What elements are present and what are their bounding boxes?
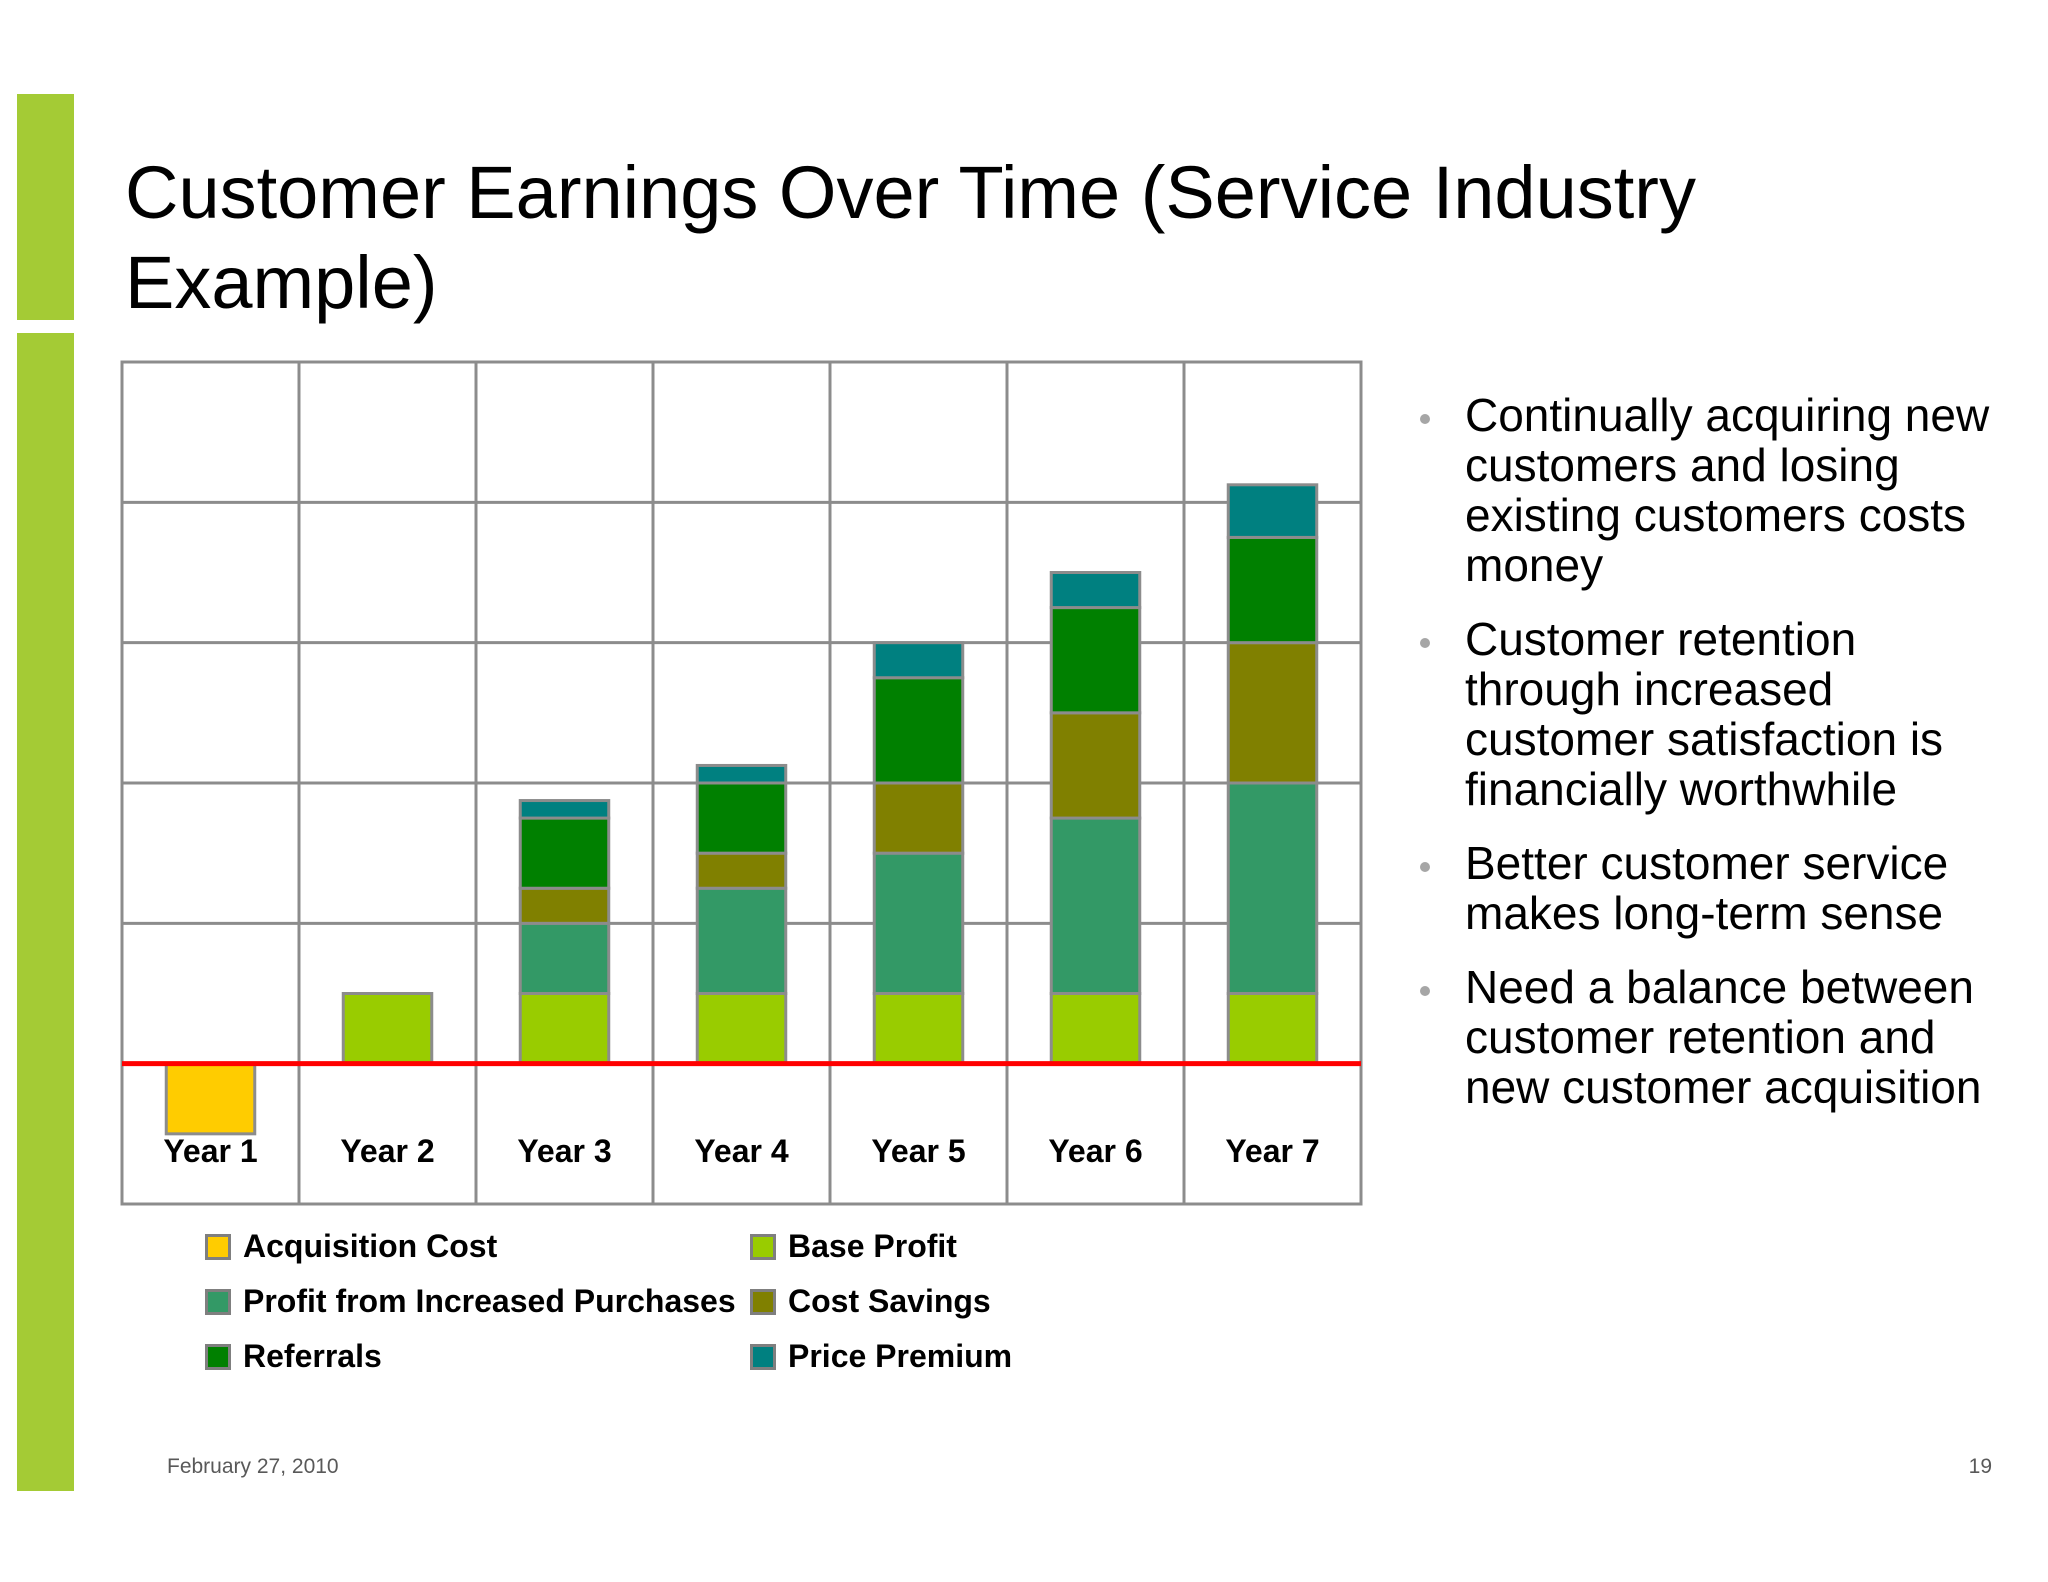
bullet-text: Continually acquiring new customers and … [1465, 389, 1990, 591]
bullet-text: Better customer service makes long-term … [1465, 837, 1949, 939]
legend-item-cost-savings: Cost Savings [750, 1283, 991, 1320]
footer-date: February 27, 2010 [167, 1455, 339, 1478]
legend-label-cost-savings: Cost Savings [788, 1283, 991, 1319]
bar-segment [872, 992, 965, 1066]
x-tick-label: Year 7 [1225, 1133, 1319, 1169]
bullet-list: Continually acquiring new customers and … [1420, 390, 2020, 1136]
bar-segment [1049, 606, 1142, 715]
bar-segment [695, 851, 788, 890]
bullet-text: Customer retention through increased cus… [1465, 613, 1944, 815]
bullet-dot-icon [1420, 638, 1430, 648]
bullet-dot-icon [1420, 986, 1430, 996]
legend-label-referrals: Referrals [243, 1338, 382, 1374]
bar-segment [1226, 483, 1319, 539]
bar-segment [872, 676, 965, 785]
bar-segment [1226, 992, 1319, 1066]
legend-swatch-cost-savings [750, 1288, 776, 1315]
x-tick-label: Year 5 [871, 1133, 965, 1169]
bar-segment [518, 799, 611, 820]
bar-segment [518, 921, 611, 995]
legend-swatch-referrals [205, 1343, 231, 1370]
bar-segment [695, 886, 788, 995]
bar-segment [695, 763, 788, 785]
bar-segment [164, 1062, 257, 1136]
bar-segment [1049, 992, 1142, 1066]
bar-segment [695, 781, 788, 855]
bullet-item: Need a balance between customer retentio… [1420, 962, 2020, 1112]
legend-label-increased-purchases: Profit from Increased Purchases [243, 1283, 736, 1319]
x-tick-label: Year 6 [1048, 1133, 1142, 1169]
bullet-item: Customer retention through increased cus… [1420, 614, 2020, 814]
bullet-item: Better customer service makes long-term … [1420, 838, 2020, 938]
bar-segment [872, 781, 965, 855]
bar-segment [518, 886, 611, 925]
x-tick-label: Year 3 [517, 1133, 611, 1169]
x-tick-label: Year 1 [163, 1133, 257, 1169]
legend-label-acquisition-cost: Acquisition Cost [243, 1228, 498, 1264]
x-tick-label: Year 4 [694, 1133, 789, 1169]
legend-swatch-base-profit [750, 1233, 776, 1260]
bar-segment [1049, 571, 1142, 610]
legend-item-price-premium: Price Premium [750, 1338, 1012, 1375]
bullet-text: Need a balance between customer retentio… [1465, 961, 1982, 1113]
bar-segment [695, 992, 788, 1066]
legend-item-base-profit: Base Profit [750, 1228, 957, 1265]
legend-item-increased-purchases: Profit from Increased Purchases [205, 1283, 736, 1320]
legend-item-acquisition-cost: Acquisition Cost [205, 1228, 497, 1265]
bullet-dot-icon [1420, 414, 1430, 424]
slide-title: Customer Earnings Over Time (Service Ind… [125, 151, 1696, 324]
bar-segment [518, 816, 611, 890]
legend-item-referrals: Referrals [205, 1338, 382, 1375]
legend-label-price-premium: Price Premium [788, 1338, 1013, 1374]
bullet-item: Continually acquiring new customers and … [1420, 390, 2020, 590]
bar-segment [1226, 535, 1319, 645]
bar-segment [1049, 816, 1142, 995]
bar-segment [341, 992, 434, 1066]
bar-segment [1226, 781, 1319, 995]
legend-swatch-price-premium [750, 1343, 776, 1370]
bar-segment [518, 992, 611, 1066]
bar-segment [872, 641, 965, 680]
legend-label-base-profit: Base Profit [788, 1228, 957, 1264]
accent-bar-top [17, 94, 74, 320]
bar-segment [1049, 711, 1142, 820]
legend-swatch-increased-purchases [205, 1288, 231, 1315]
legend-swatch-acquisition-cost [205, 1233, 231, 1260]
bar-segment [1226, 641, 1319, 785]
x-tick-label: Year 2 [340, 1133, 434, 1169]
bullet-dot-icon [1420, 862, 1430, 872]
accent-bar-bottom [17, 333, 74, 1491]
page-number: 19 [1968, 1455, 1992, 1478]
bar-segment [872, 851, 965, 996]
